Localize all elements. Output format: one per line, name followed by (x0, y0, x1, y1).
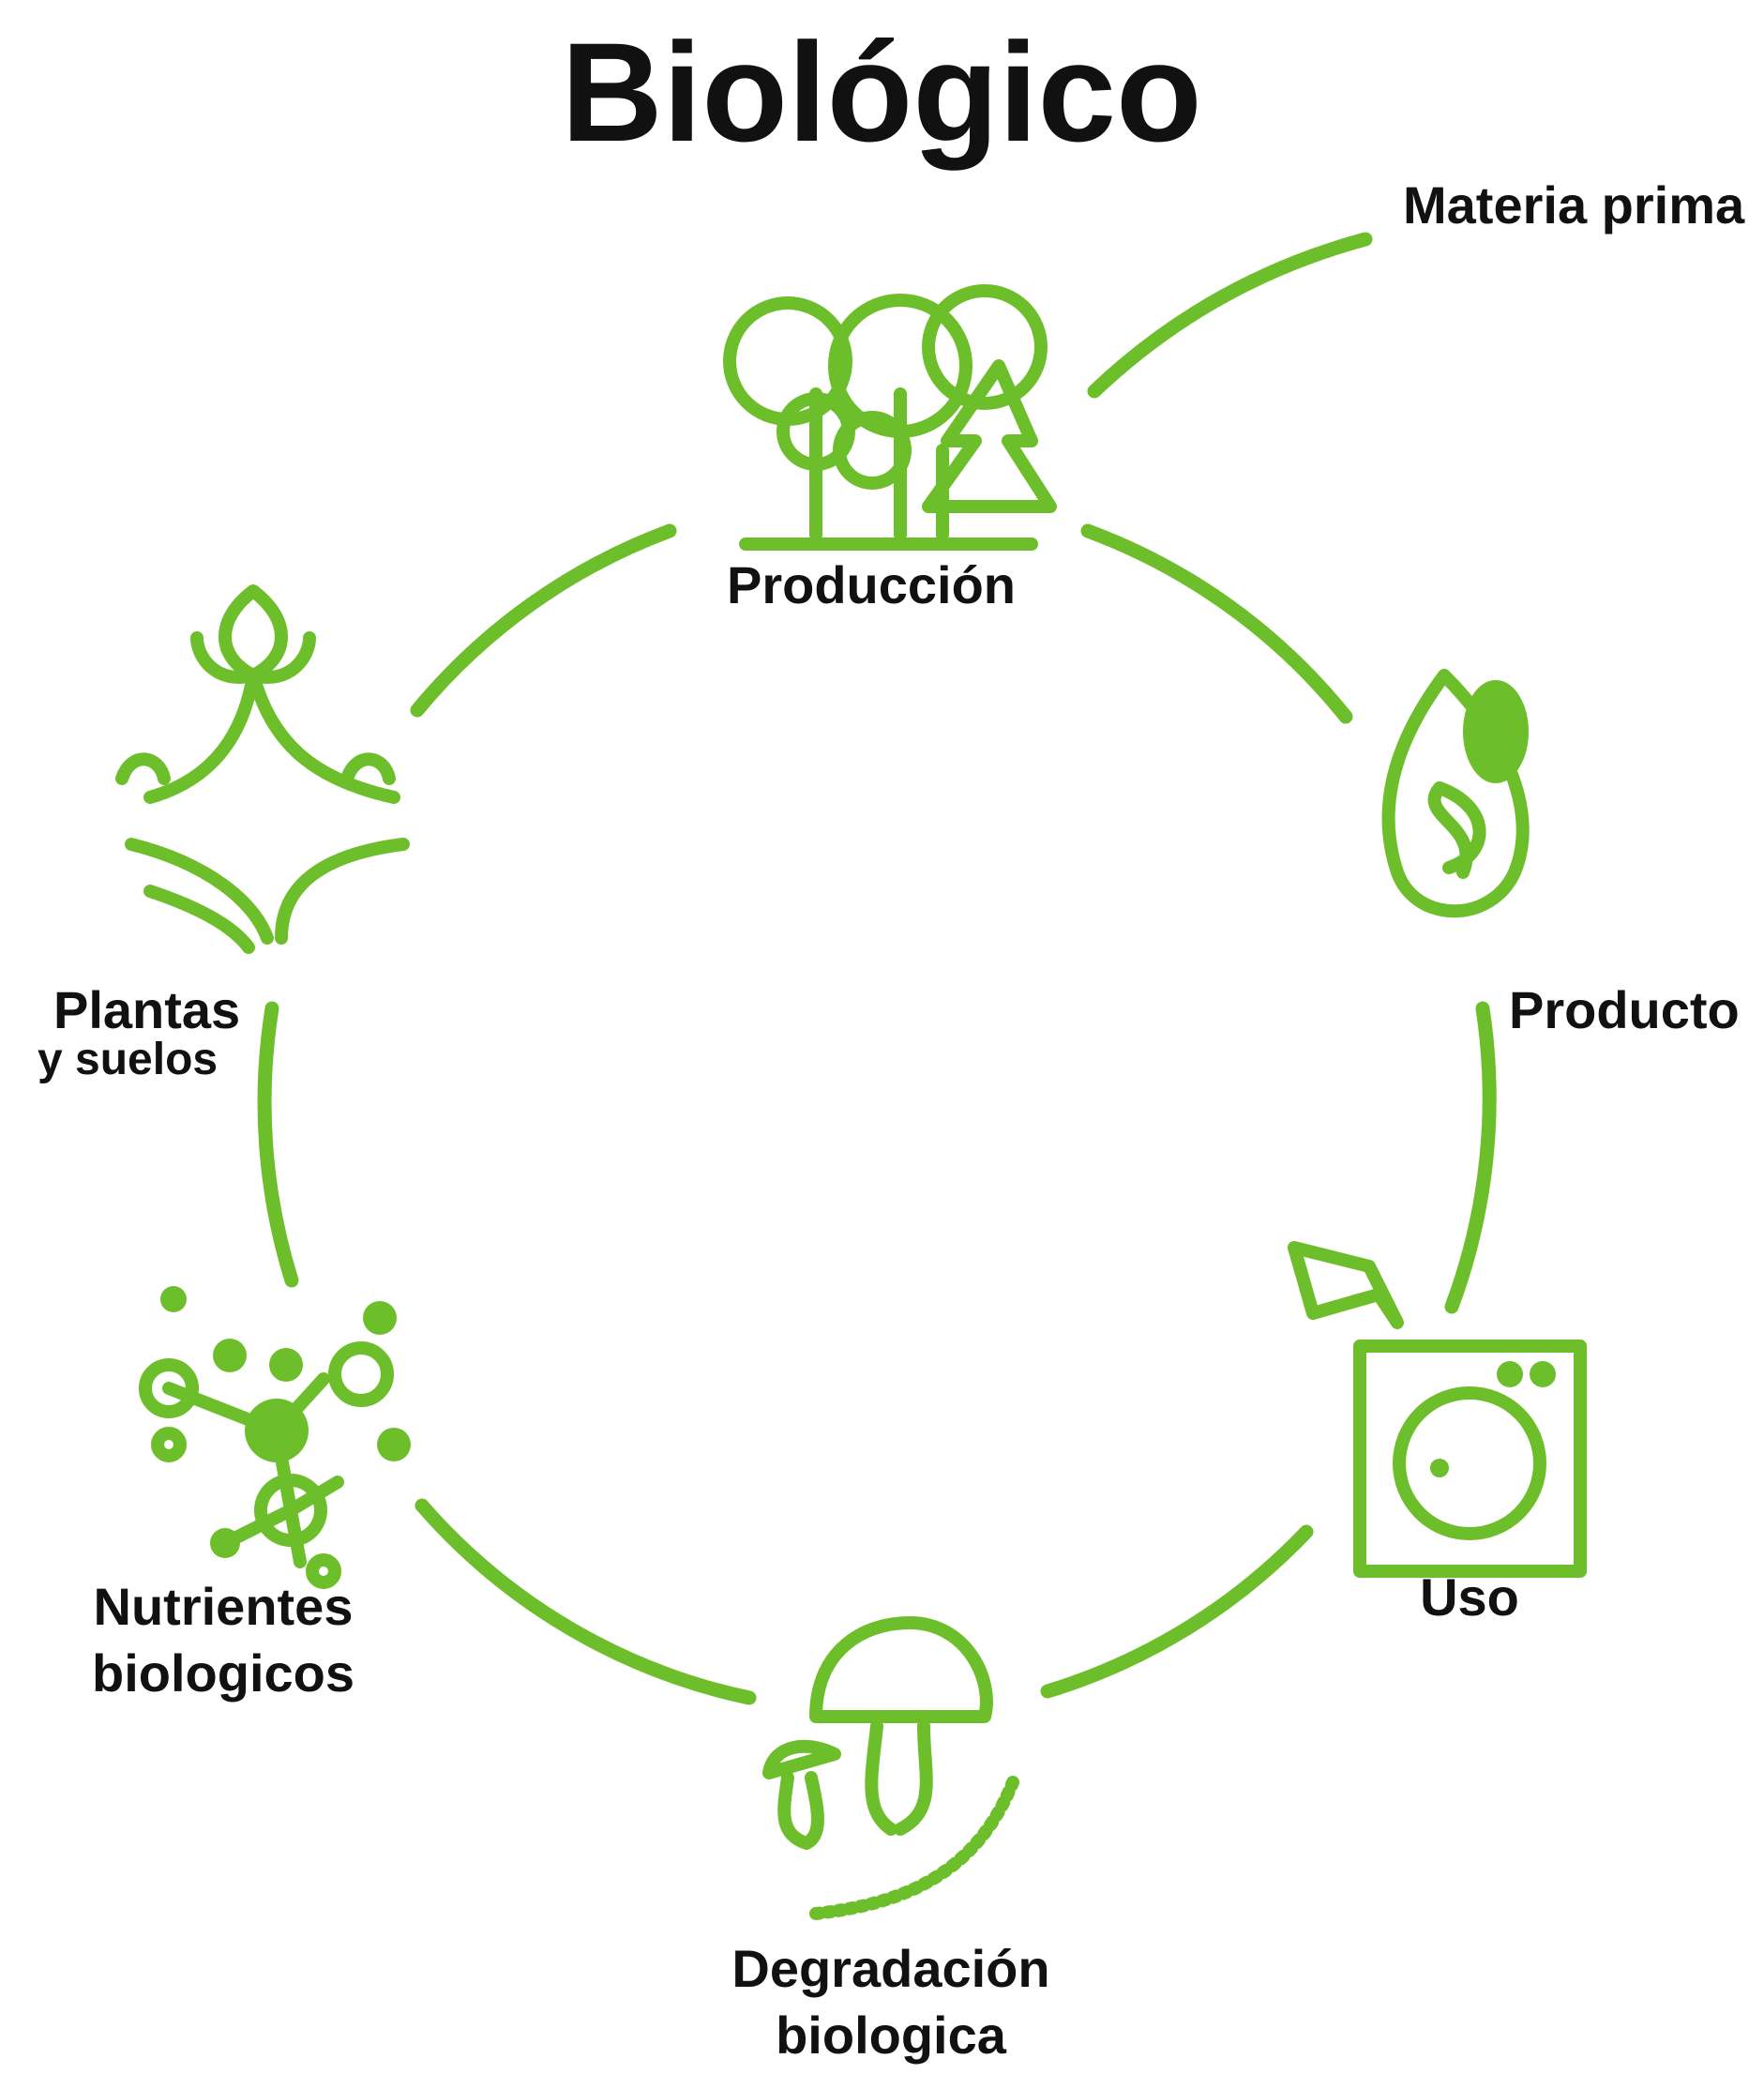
arc (1094, 239, 1365, 391)
drop-icon (1389, 675, 1529, 911)
node-label: Producción (727, 555, 1016, 614)
node-label: Materia prima (1403, 175, 1745, 235)
diagram: Biológico Producción Materia prima Produ… (0, 0, 1764, 2089)
node-label: y suelos (38, 1035, 218, 1084)
washer-icon (1294, 1248, 1580, 1571)
node-label: Nutrientes (94, 1577, 354, 1636)
arc (422, 1506, 749, 1698)
plant-icon (122, 591, 403, 947)
forest-icon (730, 291, 1050, 544)
node-label: biologicos (92, 1643, 354, 1703)
node-label: Degradación (731, 1939, 1049, 1998)
cycle-arcs (264, 239, 1489, 1698)
node-label: biologica (776, 2006, 1007, 2065)
arc (417, 531, 670, 710)
arc (1088, 531, 1346, 717)
arc (1452, 1008, 1489, 1307)
mushroom-icon (769, 1623, 1013, 1914)
node-label: Producto (1509, 980, 1740, 1039)
arc (264, 1008, 292, 1280)
node-label: Plantas (53, 980, 240, 1039)
node-label: Uso (1420, 1567, 1519, 1627)
arc (1048, 1532, 1306, 1691)
molecule-icon (145, 1286, 411, 1582)
title: Biológico (561, 13, 1201, 171)
